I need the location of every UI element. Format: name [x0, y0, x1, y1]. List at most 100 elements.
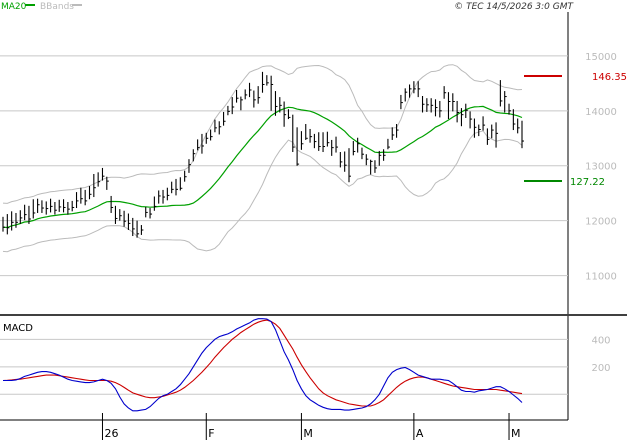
- price-bar: [430, 98, 434, 113]
- price-gridlines: [0, 55, 568, 277]
- price-bar: [127, 213, 131, 230]
- price-bar: [11, 211, 14, 231]
- price-bar: [106, 176, 109, 190]
- price-bar: [6, 214, 10, 235]
- x-axis-tick-label: F: [208, 427, 214, 440]
- price-bar: [253, 90, 256, 108]
- price-bar: [383, 149, 386, 161]
- price-y-tick-label: 11000: [585, 272, 617, 283]
- price-bar: [499, 80, 503, 107]
- price-bar: [378, 150, 382, 166]
- price-bar: [197, 139, 200, 151]
- price-bar: [348, 148, 351, 183]
- price-bar: [309, 128, 313, 143]
- price-bar: [101, 167, 105, 181]
- price-bar: [58, 199, 62, 212]
- price-bar: [210, 129, 213, 141]
- price-bar: [283, 101, 287, 127]
- price-bar: [88, 186, 92, 200]
- price-bar: [352, 141, 356, 156]
- price-bar: [452, 93, 455, 112]
- price-bar: [162, 189, 166, 204]
- price-bar: [469, 111, 473, 129]
- price-bar: [149, 208, 153, 219]
- price-bar: [93, 173, 96, 198]
- price-bar: [504, 91, 507, 113]
- price-bar: [266, 75, 269, 86]
- ma20-legend-label: MA20: [1, 2, 27, 12]
- price-bar: [391, 127, 395, 140]
- price-bar: [300, 131, 304, 150]
- price-bar: [478, 124, 481, 137]
- price-bar: [413, 81, 416, 94]
- price-bar: [119, 209, 122, 221]
- price-bar: [421, 96, 425, 113]
- price-bar: [274, 91, 278, 116]
- price-bar: [339, 152, 343, 168]
- price-y-tick-label: 14000: [585, 107, 617, 118]
- price-bar: [270, 75, 274, 111]
- price-bar: [97, 172, 101, 187]
- price-bar: [24, 204, 27, 221]
- price-bar: [261, 71, 265, 93]
- price-bar: [512, 109, 516, 131]
- macd-line: [3, 318, 523, 412]
- bollinger-lower-band: [2, 130, 523, 253]
- bollinger-upper-band: [2, 64, 523, 204]
- price-bar: [2, 216, 5, 232]
- price-bar: [473, 118, 477, 138]
- price-bar: [62, 199, 66, 213]
- price-bar: [236, 89, 239, 103]
- price-bar: [521, 120, 524, 149]
- macd-signal-line: [2, 319, 523, 407]
- price-bar: [248, 82, 252, 98]
- price-bar: [240, 96, 243, 111]
- price-bar: [361, 147, 364, 160]
- price-bar: [318, 132, 321, 151]
- price-bar: [244, 89, 248, 100]
- chart-header: MA20 BBands © TEC 14/5/2026 3:0 GMT: [1, 2, 575, 12]
- price-bar: [136, 220, 140, 238]
- price-bar: [396, 124, 399, 138]
- price-bar: [447, 92, 451, 120]
- copyright-text: © TEC 14/5/2026 3:0 GMT: [454, 2, 574, 12]
- price-bar: [158, 190, 161, 204]
- price-bar: [460, 108, 464, 127]
- support-level-label: 127.22: [570, 177, 605, 188]
- x-axis-tick-label: M: [511, 427, 521, 440]
- price-bar: [80, 187, 83, 204]
- price-bar: [110, 195, 114, 213]
- price-bar: [132, 217, 135, 237]
- price-bar: [257, 86, 261, 104]
- price-bar: [331, 139, 334, 156]
- price-bar: [67, 201, 70, 215]
- price-bar: [426, 98, 429, 112]
- price-bar: [456, 100, 460, 123]
- price-bar: [201, 133, 204, 154]
- price-bar: [175, 178, 178, 196]
- macd-panel-title: MACD: [3, 323, 33, 334]
- price-bar: [188, 159, 191, 173]
- price-bar: [279, 97, 282, 113]
- price-bar: [28, 205, 31, 224]
- price-bar: [443, 86, 447, 99]
- macd-y-tick-label: 400: [591, 335, 610, 346]
- price-bar: [153, 196, 157, 211]
- price-bar: [495, 122, 499, 148]
- price-bar: [313, 133, 317, 149]
- ma20-legend-swatch: [25, 4, 35, 6]
- bbands-legend-label: BBands: [40, 2, 74, 12]
- price-y-tick-label: 13000: [585, 162, 617, 173]
- price-bar: [37, 198, 40, 213]
- price-bar: [50, 198, 53, 213]
- x-axis: 26 F M A M: [0, 413, 568, 440]
- x-axis-ticks: 26 F M A M: [101, 413, 521, 440]
- price-bar: [41, 200, 44, 213]
- price-bar: [434, 99, 438, 117]
- macd-y-tick-label: 200: [591, 363, 610, 374]
- price-bar: [171, 181, 174, 194]
- price-bar: [123, 210, 127, 227]
- resistance-level-label: 146.35: [592, 72, 627, 83]
- price-bar: [166, 187, 170, 201]
- price-bar: [517, 118, 520, 134]
